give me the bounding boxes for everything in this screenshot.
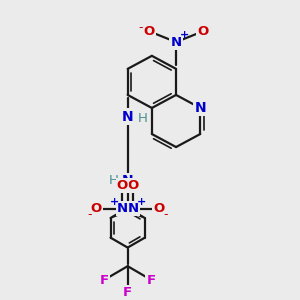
Text: N: N bbox=[194, 101, 206, 115]
Text: -: - bbox=[164, 208, 168, 221]
Text: O: O bbox=[117, 179, 128, 192]
Text: N: N bbox=[117, 202, 128, 215]
Text: +: + bbox=[110, 197, 119, 207]
Text: O: O bbox=[127, 179, 139, 192]
Text: -: - bbox=[138, 21, 143, 34]
Text: O: O bbox=[144, 25, 155, 38]
Text: H: H bbox=[109, 174, 118, 188]
Text: N: N bbox=[127, 202, 139, 215]
Text: F: F bbox=[100, 274, 109, 287]
Text: +: + bbox=[136, 197, 146, 207]
Text: F: F bbox=[147, 274, 156, 287]
Text: N: N bbox=[170, 36, 182, 49]
Text: H: H bbox=[138, 112, 148, 125]
Text: O: O bbox=[153, 202, 165, 215]
Text: -: - bbox=[87, 208, 92, 221]
Text: O: O bbox=[197, 25, 208, 38]
Text: O: O bbox=[91, 202, 102, 215]
Text: +: + bbox=[180, 30, 189, 40]
Text: N: N bbox=[122, 174, 134, 188]
Text: N: N bbox=[122, 110, 134, 124]
Text: F: F bbox=[123, 286, 132, 299]
